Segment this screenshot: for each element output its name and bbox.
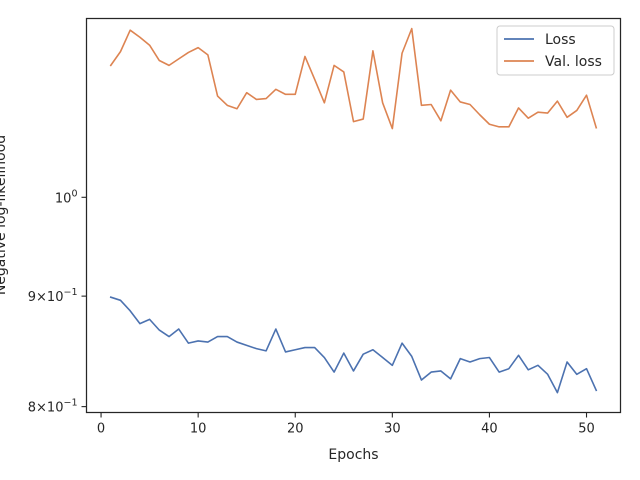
x-tick-label: 20: [287, 422, 304, 437]
x-tick-label: 40: [481, 422, 498, 437]
series-line-val-loss: [109, 27, 598, 130]
x-tick-label: 50: [578, 422, 595, 437]
x-tick-label: 30: [384, 422, 401, 437]
y-tick-label: 9×10−1: [28, 287, 78, 305]
y-axis-label: Negative log-likelihood: [0, 135, 9, 295]
legend: Loss Val. loss: [496, 25, 615, 76]
series-line-loss: [109, 296, 598, 394]
x-axis-label: Epochs: [328, 447, 378, 463]
legend-label-loss: Loss: [545, 32, 576, 48]
x-tick-label: 10: [190, 422, 207, 437]
legend-label-val-loss: Val. loss: [545, 54, 602, 70]
y-tick-label: 100: [55, 188, 78, 206]
y-tick-label: 8×10−1: [28, 398, 78, 416]
x-tick-label: 0: [97, 422, 105, 437]
plot-frame: [85, 17, 622, 414]
